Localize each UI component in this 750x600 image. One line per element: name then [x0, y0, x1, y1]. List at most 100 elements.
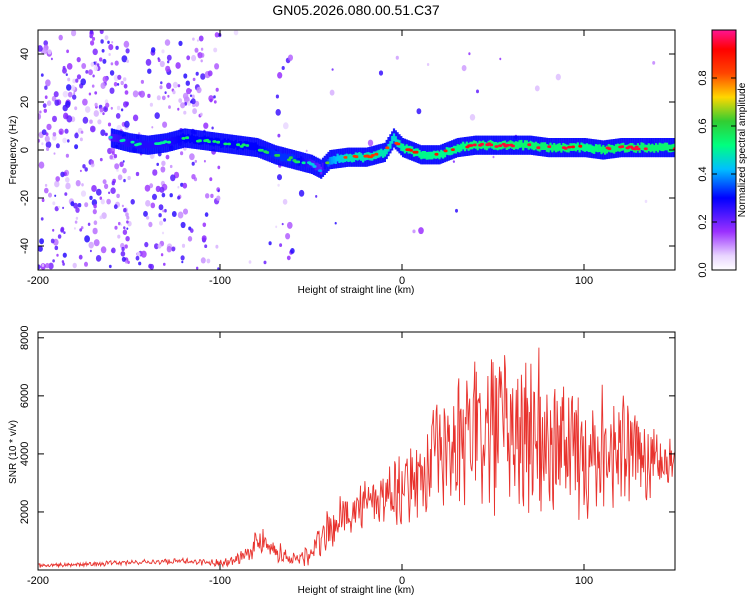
noise-speckle: [65, 153, 69, 158]
noise-speckle: [161, 160, 166, 166]
ridge-band: [418, 149, 421, 158]
ridge-band: [403, 145, 406, 154]
noise-speckle: [70, 201, 75, 207]
noise-speckle: [101, 212, 107, 220]
noise-speckle: [199, 112, 203, 117]
noise-speckle: [125, 48, 130, 54]
noise-speckle: [111, 41, 114, 44]
ridge-band: [605, 145, 608, 154]
ridge-band: [465, 141, 468, 150]
noise-speckle: [100, 199, 105, 205]
ridge-band: [422, 151, 425, 159]
noise-speckle: [148, 221, 153, 228]
noise-speckle: [47, 49, 52, 55]
noise-speckle: [65, 177, 70, 183]
noise-speckle: [73, 202, 78, 209]
noise-speckle: [147, 68, 152, 74]
ridge-peak: [287, 158, 292, 162]
noise-speckle: [160, 253, 164, 257]
noise-speckle: [277, 72, 283, 79]
noise-speckle: [186, 55, 191, 61]
ridge-peak: [245, 144, 250, 147]
noise-speckle: [75, 78, 79, 83]
noise-speckle: [114, 60, 119, 66]
noise-speckle: [169, 193, 173, 198]
noise-speckle: [127, 260, 130, 264]
noise-speckle: [122, 229, 128, 235]
noise-speckle: [145, 200, 151, 207]
noise-speckle: [191, 161, 195, 166]
noise-speckle: [416, 108, 422, 115]
noise-speckle: [80, 190, 87, 197]
ridge-band: [616, 143, 619, 152]
noise-speckle: [93, 239, 100, 247]
ridge-band: [405, 144, 408, 152]
noise-speckle: [555, 73, 561, 81]
noise-speckle: [107, 40, 110, 44]
noise-speckle: [150, 202, 156, 209]
ridge-band: [127, 139, 130, 147]
noise-speckle: [281, 66, 285, 70]
noise-speckle: [157, 58, 161, 63]
noise-speckle: [217, 267, 220, 270]
noise-speckle: [180, 151, 184, 156]
noise-speckle: [50, 238, 55, 244]
noise-speckle: [183, 110, 187, 115]
noise-speckle: [95, 255, 102, 262]
ridge-band: [347, 154, 350, 162]
noise-speckle: [104, 35, 109, 40]
colorbar-ticks: 0.0 0.2 0.4 0.6 0.8: [697, 70, 736, 278]
ridge-band: [174, 136, 177, 145]
noise-speckle: [108, 191, 111, 195]
noise-speckle: [185, 80, 190, 86]
noise-speckle: [116, 193, 120, 199]
ridge-peak: [620, 145, 625, 149]
spectrogram-y-tick-label: 0: [19, 147, 31, 153]
noise-speckle: [53, 91, 59, 98]
noise-speckle: [161, 231, 165, 235]
noise-speckle: [177, 211, 184, 219]
ridge-peak: [325, 161, 330, 165]
ridge-band: [234, 139, 237, 148]
ridge-band: [624, 144, 627, 153]
ridge-band: [349, 153, 352, 162]
noise-speckle: [177, 107, 180, 111]
noise-speckle: [200, 73, 206, 80]
noise-speckle: [329, 89, 335, 96]
noise-speckle: [118, 221, 121, 226]
noise-speckle: [124, 244, 128, 249]
noise-speckle: [99, 57, 103, 62]
ridge-band: [427, 151, 430, 160]
noise-speckle: [204, 212, 209, 217]
ridge-band: [150, 140, 153, 149]
noise-speckle: [164, 208, 167, 213]
ridge-band: [116, 134, 119, 143]
noise-speckle: [192, 108, 198, 115]
ridge-band: [152, 140, 155, 149]
ridge-band: [203, 135, 206, 144]
ridge-peak: [547, 145, 552, 149]
spectrogram-x-label: Height of straight line (km): [298, 285, 415, 296]
ridge-band: [385, 146, 388, 155]
noise-speckle: [275, 109, 281, 116]
ridge-peak: [354, 155, 359, 159]
noise-speckle: [121, 256, 126, 262]
ridge-band: [447, 147, 450, 156]
noise-speckle: [195, 71, 199, 76]
noise-speckle: [62, 262, 65, 266]
ridge-band: [655, 143, 658, 151]
noise-speckle: [203, 159, 206, 163]
ridge-peak: [396, 142, 401, 146]
noise-speckle: [54, 99, 60, 106]
ridge-peak: [296, 160, 301, 164]
noise-speckle: [40, 217, 44, 221]
noise-speckle: [45, 262, 50, 269]
spectrogram-y-tick-label: -40: [19, 238, 31, 254]
noise-speckle: [191, 54, 197, 62]
noise-speckle: [135, 171, 140, 177]
noise-speckle: [74, 220, 78, 224]
noise-speckle: [109, 70, 115, 76]
noise-speckle: [44, 187, 49, 194]
noise-speckle: [99, 30, 104, 35]
noise-speckle: [92, 74, 95, 78]
